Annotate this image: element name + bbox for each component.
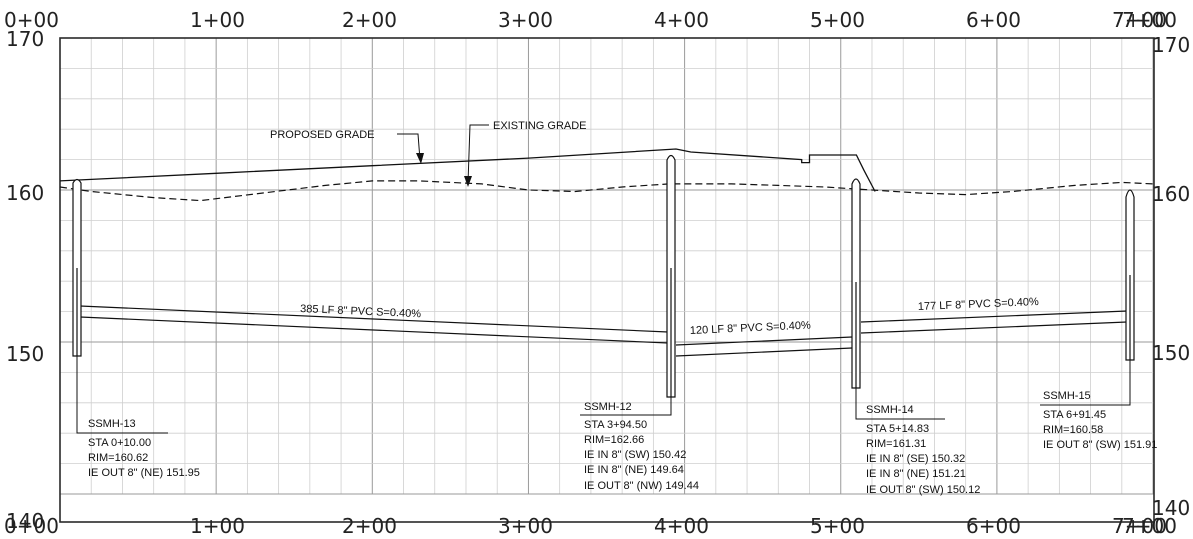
manhole-leader xyxy=(1040,360,1131,406)
station-label-top: 0+00 xyxy=(4,8,59,32)
station-label-bottom: 4+00 xyxy=(654,514,709,538)
manhole-name-ssmh-15: SSMH-15 xyxy=(1043,390,1091,402)
station-label-top: 4+00 xyxy=(654,8,709,32)
profile-frame xyxy=(59,37,1155,523)
proposed-grade-line xyxy=(59,148,876,192)
elevation-label-left: 170 xyxy=(6,27,44,51)
station-label-bottom: 2+00 xyxy=(342,514,397,538)
station-label-top: 3+00 xyxy=(498,8,553,32)
pipe-label-2: 120 LF 8" PVC S=0.40% xyxy=(690,320,812,337)
station-label-bottom: 0+00 xyxy=(4,514,59,538)
station-label-bottom: 3+00 xyxy=(498,514,553,538)
manhole-data-line: RIM=160.58 xyxy=(1043,424,1103,436)
manhole-name-ssmh-12: SSMH-12 xyxy=(584,401,632,413)
manhole-leader xyxy=(580,397,672,416)
station-label-top-overlap: 7+00 xyxy=(1122,8,1177,32)
pipe-segment-3 xyxy=(860,310,1128,334)
elevation-label-right: 170 xyxy=(1152,33,1190,57)
manhole-ssmh-13 xyxy=(72,178,82,357)
elevation-label-right: 140 xyxy=(1152,496,1190,520)
profile-grid xyxy=(59,37,1154,495)
manhole-data-line: IE OUT 8" (SW) 151.91 xyxy=(1043,439,1157,451)
pipe-label-3: 177 LF 8" PVC S=0.40% xyxy=(918,296,1040,313)
pipe-segment-1 xyxy=(79,305,669,344)
manhole-data-line: STA 0+10.00 xyxy=(88,437,151,449)
manhole-data-line: IE OUT 8" (NW) 149.44 xyxy=(584,480,699,492)
station-label-top: 1+00 xyxy=(190,8,245,32)
manhole-name-ssmh-13: SSMH-13 xyxy=(88,418,136,430)
existing-grade-leader xyxy=(467,124,489,184)
manhole-data-line: IE IN 8" (NE) 151.21 xyxy=(866,468,966,480)
elevation-label-left: 140 xyxy=(6,509,44,533)
manhole-ssmh-14 xyxy=(851,178,861,389)
existing-grade-callout: EXISTING GRADE xyxy=(493,120,587,132)
station-label-bottom: 6+00 xyxy=(966,514,1021,538)
manhole-data-line: IE IN 8" (SE) 150.32 xyxy=(866,453,965,465)
station-label-top: 6+00 xyxy=(966,8,1021,32)
elevation-label-right: 160 xyxy=(1152,182,1190,206)
manhole-leader xyxy=(76,356,168,434)
manhole-data-line: RIM=161.31 xyxy=(866,438,926,450)
elevation-label-left: 150 xyxy=(6,342,44,366)
manhole-data-line: IE OUT 8" (SW) 150.12 xyxy=(866,484,980,496)
manhole-data-line: IE OUT 8" (NE) 151.95 xyxy=(88,467,200,479)
station-label-bottom-overlap: 7+00 xyxy=(1122,514,1177,538)
pipe-segment-2 xyxy=(675,336,853,357)
station-label-top: 7+00 xyxy=(1112,8,1167,32)
existing-grade-arrowhead xyxy=(464,176,472,187)
manhole-data-line: STA 3+94.50 xyxy=(584,419,647,431)
manhole-data-line: RIM=162.66 xyxy=(584,434,644,446)
station-label-top: 2+00 xyxy=(342,8,397,32)
proposed-grade-arrowhead xyxy=(416,153,424,164)
elevation-label-left: 160 xyxy=(6,181,44,205)
manhole-leader xyxy=(855,388,945,420)
manhole-name-ssmh-14: SSMH-14 xyxy=(866,404,914,416)
manhole-data-line: RIM=160.62 xyxy=(88,452,148,464)
pipe-label-1: 385 LF 8" PVC S=0.40% xyxy=(300,303,422,320)
existing-grade-line xyxy=(59,180,1154,202)
manhole-ssmh-15 xyxy=(1125,189,1135,361)
manhole-data-line: IE IN 8" (SW) 150.42 xyxy=(584,449,686,461)
manhole-ssmh-12 xyxy=(666,154,676,398)
proposed-grade-leader xyxy=(397,133,421,161)
station-label-top: 5+00 xyxy=(810,8,865,32)
elevation-label-right: 150 xyxy=(1152,341,1190,365)
manhole-data-line: STA 6+91.45 xyxy=(1043,409,1106,421)
station-label-bottom: 5+00 xyxy=(810,514,865,538)
proposed-grade-callout: PROPOSED GRADE xyxy=(270,129,375,141)
station-label-bottom: 1+00 xyxy=(190,514,245,538)
manhole-data-line: STA 5+14.83 xyxy=(866,423,929,435)
manhole-data-line: IE IN 8" (NE) 149.64 xyxy=(584,464,684,476)
station-label-bottom: 7+00 xyxy=(1112,514,1167,538)
